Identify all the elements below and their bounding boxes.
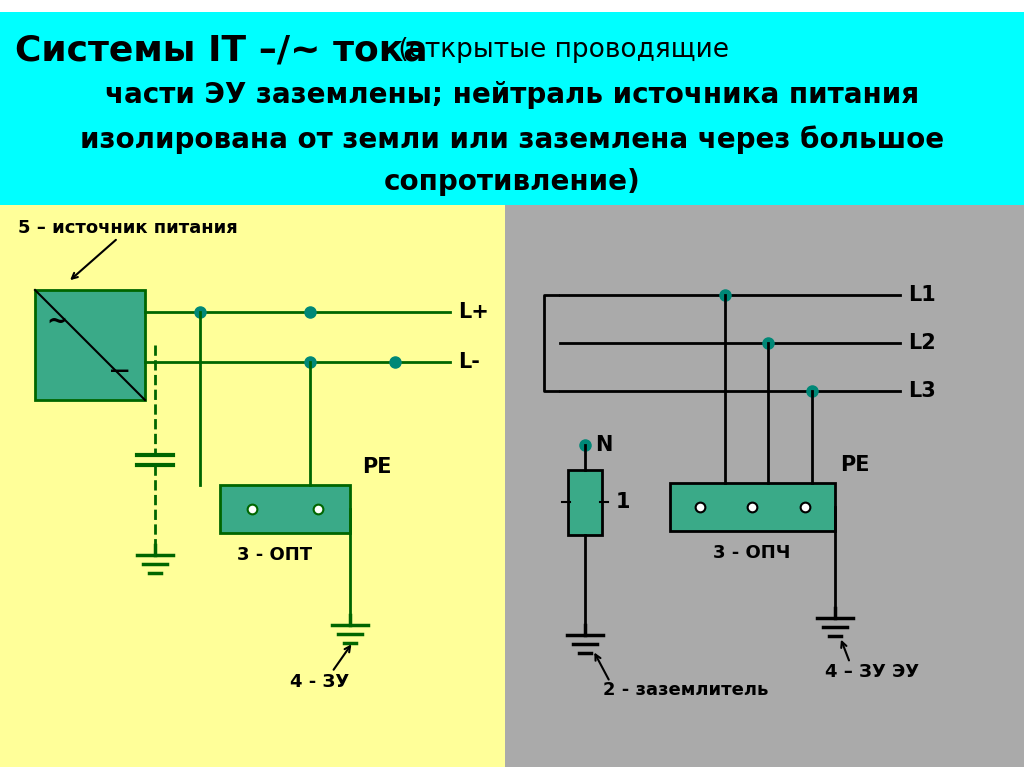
FancyBboxPatch shape (35, 290, 145, 400)
Text: —: — (111, 360, 130, 380)
Text: L2: L2 (908, 333, 936, 353)
FancyBboxPatch shape (220, 485, 350, 533)
Text: 2 - заземлитель: 2 - заземлитель (603, 681, 768, 699)
FancyBboxPatch shape (0, 12, 1024, 205)
Text: PE: PE (362, 457, 391, 477)
Text: части ЭУ заземлены; нейтраль источника питания: части ЭУ заземлены; нейтраль источника п… (104, 81, 920, 109)
Text: L+: L+ (458, 302, 488, 322)
Text: ~: ~ (46, 310, 68, 334)
Text: PE: PE (840, 455, 869, 475)
Text: 1: 1 (616, 492, 631, 512)
FancyBboxPatch shape (568, 470, 602, 535)
Text: L-: L- (458, 352, 480, 372)
FancyBboxPatch shape (505, 205, 1024, 767)
Text: 4 - ЗУ: 4 - ЗУ (290, 673, 349, 691)
Text: (открытые проводящие: (открытые проводящие (390, 37, 729, 63)
Text: Системы IT –/~ тока: Системы IT –/~ тока (15, 33, 428, 67)
FancyBboxPatch shape (0, 0, 1024, 12)
Text: N: N (595, 435, 612, 455)
FancyBboxPatch shape (0, 205, 505, 767)
Text: изолирована от земли или заземлена через большое: изолирована от земли или заземлена через… (80, 126, 944, 154)
Text: 5 – источник питания: 5 – источник питания (18, 219, 238, 237)
Text: 3 - ОПТ: 3 - ОПТ (238, 546, 312, 564)
Text: сопротивление): сопротивление) (384, 168, 640, 196)
Text: L1: L1 (908, 285, 936, 305)
Text: L3: L3 (908, 381, 936, 401)
FancyBboxPatch shape (670, 483, 835, 531)
Text: 4 – ЗУ ЭУ: 4 – ЗУ ЭУ (825, 663, 920, 681)
Text: 3 - ОПЧ: 3 - ОПЧ (714, 544, 791, 562)
